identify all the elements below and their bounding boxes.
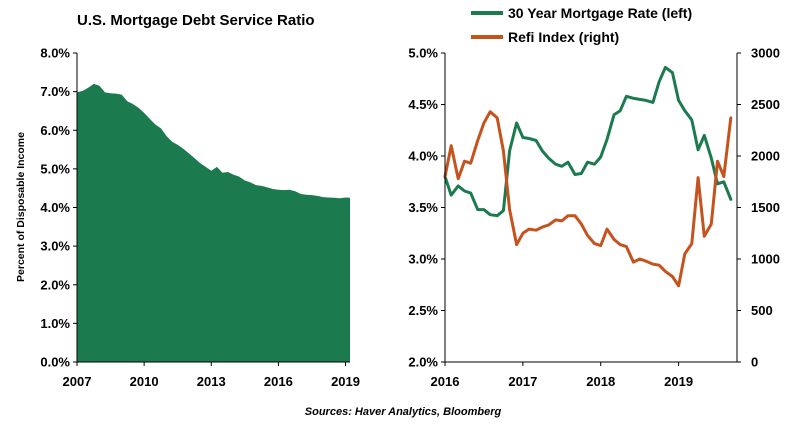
left-x-tick-label: 2016 xyxy=(264,374,293,389)
left-y-tick-label: 4.0% xyxy=(40,200,70,215)
source-note: Sources: Haver Analytics, Bloomberg xyxy=(305,406,502,418)
right-chart-x-ticks: 2016 2017 2018 2019 xyxy=(431,362,693,389)
right-right-y-tick-label: 0 xyxy=(751,355,758,370)
mortgage-rate-line xyxy=(443,65,733,218)
right-chart-right-y-ticks: 0 500 1000 1500 2000 2500 3000 xyxy=(737,46,780,370)
left-chart-title: U.S. Mortgage Debt Service Ratio xyxy=(77,12,315,29)
left-y-tick-label: 0.0% xyxy=(40,355,70,370)
left-y-tick-label: 6.0% xyxy=(40,123,70,138)
right-right-y-tick-label: 500 xyxy=(751,303,773,318)
left-chart-y-ticks: 0.0% 1.0% 2.0% 3.0% 4.0% 5.0% 6.0% 7.0% 8.0% xyxy=(40,46,77,370)
legend: 30 Year Mortgage Rate (left) Refi Index … xyxy=(471,5,692,45)
right-x-tick-label: 2019 xyxy=(664,374,693,389)
right-chart-left-y-ticks: 2.0% 2.5% 3.0% 3.5% 4.0% 4.5% 5.0% xyxy=(408,46,445,370)
left-y-tick-label: 2.0% xyxy=(40,277,70,292)
left-x-tick-label: 2007 xyxy=(63,374,92,389)
right-right-y-tick-label: 2000 xyxy=(751,149,780,164)
left-chart-x-ticks: 2007 2010 2013 2016 2019 xyxy=(63,362,360,389)
right-x-tick-label: 2017 xyxy=(508,374,537,389)
right-right-y-tick-label: 2500 xyxy=(751,97,780,112)
left-y-tick-label: 3.0% xyxy=(40,239,70,254)
left-x-tick-label: 2019 xyxy=(331,374,360,389)
right-left-y-tick-label: 2.0% xyxy=(408,355,438,370)
right-left-y-tick-label: 2.5% xyxy=(408,303,438,318)
legend-label-refi-index: Refi Index (right) xyxy=(508,29,619,45)
right-right-y-tick-label: 3000 xyxy=(751,46,780,61)
left-x-tick-label: 2010 xyxy=(130,374,159,389)
debt-service-ratio-area xyxy=(77,83,350,363)
mortgage-rate-refi-chart: 30 Year Mortgage Rate (left) Refi Index … xyxy=(408,5,780,389)
left-y-tick-label: 7.0% xyxy=(40,84,70,99)
left-chart-y-axis-label: Percent of Disposable Income xyxy=(15,132,27,282)
right-x-tick-label: 2016 xyxy=(431,374,460,389)
right-x-tick-label: 2018 xyxy=(586,374,615,389)
right-right-y-tick-label: 1500 xyxy=(751,200,780,215)
right-left-y-tick-label: 3.5% xyxy=(408,200,438,215)
right-left-y-tick-label: 5.0% xyxy=(408,46,438,61)
right-right-y-tick-label: 1000 xyxy=(751,252,780,267)
right-left-y-tick-label: 3.0% xyxy=(408,252,438,267)
right-left-y-tick-label: 4.0% xyxy=(408,149,438,164)
debt-service-ratio-chart: U.S. Mortgage Debt Service Ratio Percent… xyxy=(15,12,360,389)
right-chart-series xyxy=(443,65,733,288)
right-left-y-tick-label: 4.5% xyxy=(408,97,438,112)
legend-item-mortgage-rate: 30 Year Mortgage Rate (left) xyxy=(471,5,692,21)
left-y-tick-label: 5.0% xyxy=(40,161,70,176)
legend-label-mortgage-rate: 30 Year Mortgage Rate (left) xyxy=(508,5,692,21)
left-y-tick-label: 1.0% xyxy=(40,316,70,331)
left-y-tick-label: 8.0% xyxy=(40,46,70,61)
left-x-tick-label: 2013 xyxy=(197,374,226,389)
legend-item-refi-index: Refi Index (right) xyxy=(471,29,619,45)
refi-index-line xyxy=(443,110,733,288)
